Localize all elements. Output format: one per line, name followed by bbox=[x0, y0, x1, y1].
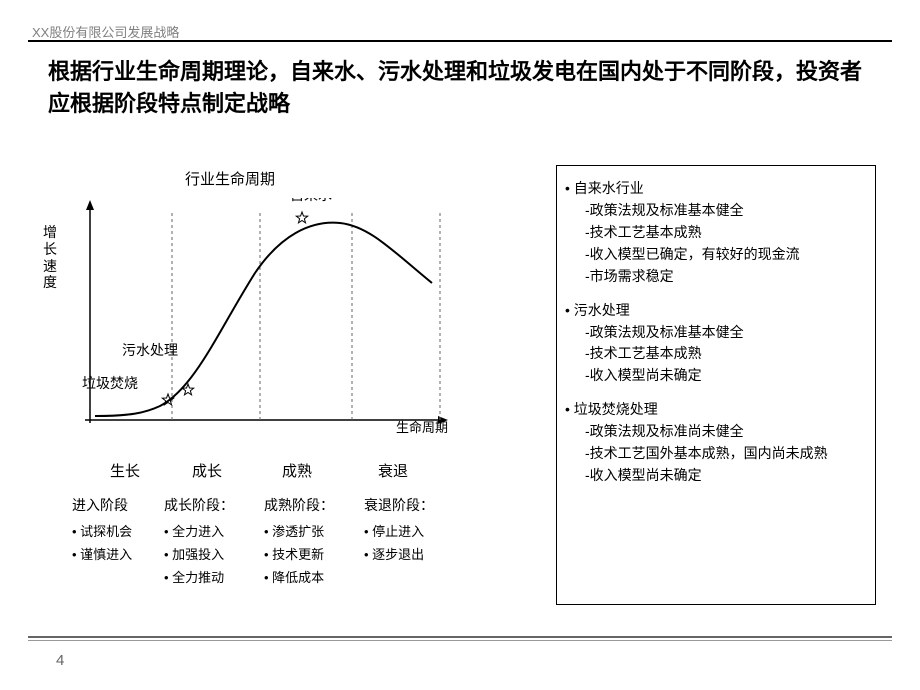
analysis-bullet: -市场需求稳定 bbox=[585, 267, 867, 286]
table-cell: • 停止进入 bbox=[364, 521, 459, 540]
analysis-bullet: -收入模型尚未确定 bbox=[585, 366, 867, 385]
table-col-head: 成长阶段： bbox=[164, 495, 259, 515]
lifecycle-chart: 污水处理垃圾焚烧 自来水 bbox=[60, 198, 450, 458]
phase-label: 衰退 bbox=[378, 460, 408, 481]
table-cell: • 降低成本 bbox=[264, 567, 359, 586]
analysis-panel: • 自来水行业 -政策法规及标准基本健全 -技术工艺基本成熟 -收入模型已确定，有较好… bbox=[556, 165, 876, 605]
analysis-bullet: -技术工艺基本成熟 bbox=[585, 223, 867, 242]
table-cell: • 全力进入 bbox=[164, 521, 259, 540]
analysis-section: • 垃圾焚烧处理 -政策法规及标准尚未健全 -技术工艺国外基本成熟，国内尚未成熟 -收… bbox=[565, 399, 867, 485]
table-col-head: 成熟阶段： bbox=[264, 495, 359, 515]
page-title: 根据行业生命周期理论，自来水、污水处理和垃圾发电在国内处于不同阶段，投资者应根据… bbox=[48, 56, 868, 120]
analysis-section-title: • 自来水行业 bbox=[565, 178, 867, 198]
table-cell: • 渗透扩张 bbox=[264, 521, 359, 540]
table-col-head: 进入阶段 bbox=[72, 495, 167, 515]
phase-label: 成熟 bbox=[282, 460, 312, 481]
svg-text:污水处理: 污水处理 bbox=[122, 342, 178, 358]
table-col: 衰退阶段： • 停止进入 • 逐步退出 bbox=[364, 495, 459, 563]
analysis-bullet: -政策法规及标准基本健全 bbox=[585, 323, 867, 342]
table-cell: • 全力推动 bbox=[164, 567, 259, 586]
page-number: 4 bbox=[56, 652, 64, 669]
header-rule bbox=[28, 40, 892, 42]
chart-yaxis-label: 增长速度 bbox=[42, 224, 58, 291]
svg-text:自来水: 自来水 bbox=[290, 198, 332, 203]
footer-rule-2 bbox=[28, 640, 892, 641]
table-cell: • 逐步退出 bbox=[364, 544, 459, 563]
table-col: 成熟阶段： • 渗透扩张 • 技术更新 • 降低成本 bbox=[264, 495, 359, 586]
analysis-section-title: • 污水处理 bbox=[565, 300, 867, 320]
phase-label: 成长 bbox=[192, 460, 222, 481]
analysis-section: • 自来水行业 -政策法规及标准基本健全 -技术工艺基本成熟 -收入模型已确定，有较好… bbox=[565, 178, 867, 286]
analysis-bullet: -收入模型已确定，有较好的现金流 bbox=[585, 245, 867, 264]
footer-rule-1 bbox=[28, 636, 892, 638]
table-cell: • 技术更新 bbox=[264, 544, 359, 563]
table-col: 成长阶段： • 全力进入 • 加强投入 • 全力推动 bbox=[164, 495, 259, 586]
svg-text:垃圾焚烧: 垃圾焚烧 bbox=[82, 375, 138, 391]
table-cell: • 试探机会 bbox=[72, 521, 167, 540]
header-text: XX股份有限公司发展战略 bbox=[32, 22, 179, 41]
table-cell: • 谨慎进入 bbox=[72, 544, 167, 563]
analysis-bullet: -收入模型尚未确定 bbox=[585, 466, 867, 485]
table-cell: • 加强投入 bbox=[164, 544, 259, 563]
analysis-bullet: -技术工艺国外基本成熟，国内尚未成熟 bbox=[585, 444, 867, 463]
table-col-head: 衰退阶段： bbox=[364, 495, 459, 515]
chart-title: 行业生命周期 bbox=[185, 168, 275, 189]
analysis-section: • 污水处理 -政策法规及标准基本健全 -技术工艺基本成熟 -收入模型尚未确定 bbox=[565, 300, 867, 386]
analysis-bullet: -技术工艺基本成熟 bbox=[585, 344, 867, 363]
phase-label: 生长 bbox=[110, 460, 140, 481]
analysis-bullet: -政策法规及标准尚未健全 bbox=[585, 422, 867, 441]
analysis-section-title: • 垃圾焚烧处理 bbox=[565, 399, 867, 419]
analysis-bullet: -政策法规及标准基本健全 bbox=[585, 201, 867, 220]
table-col: 进入阶段 • 试探机会 • 谨慎进入 bbox=[72, 495, 167, 563]
